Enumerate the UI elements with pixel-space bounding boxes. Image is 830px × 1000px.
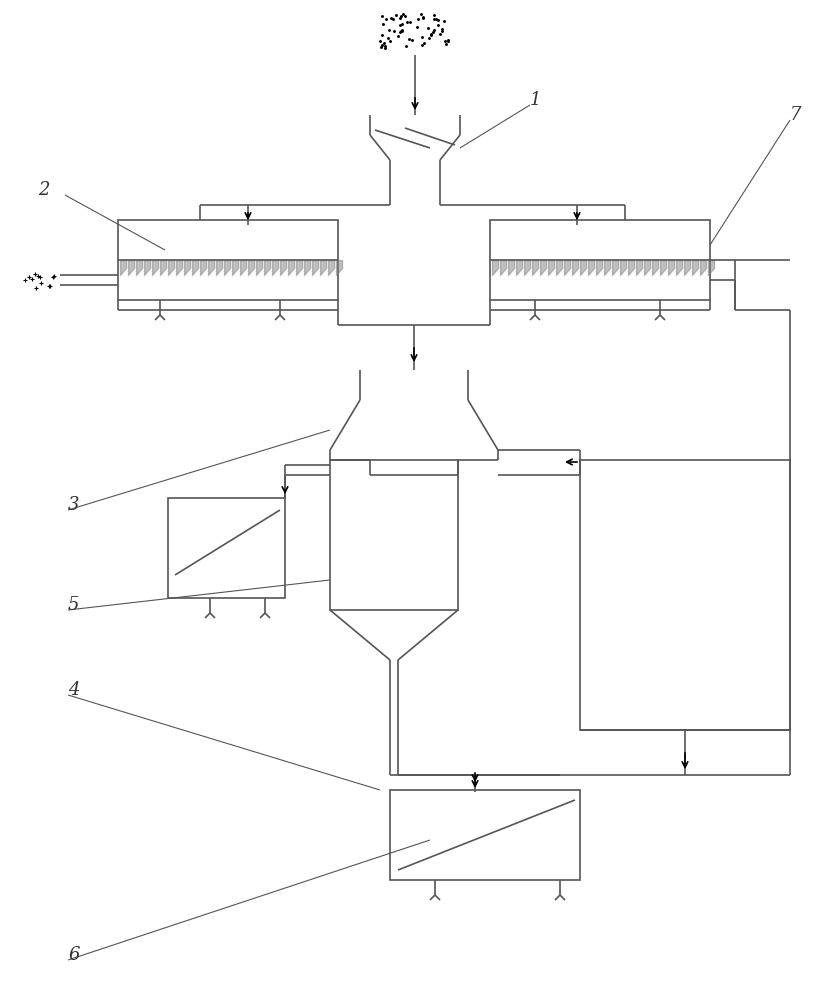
- Bar: [118, 220, 338, 300]
- Text: 6: 6: [68, 946, 80, 964]
- Text: 1: 1: [530, 91, 541, 109]
- Text: 3: 3: [68, 496, 80, 514]
- Bar: [390, 790, 580, 880]
- Text: 7: 7: [790, 106, 802, 124]
- Text: 4: 4: [68, 681, 80, 699]
- Bar: [490, 220, 710, 300]
- Bar: [580, 460, 790, 730]
- Text: 2: 2: [38, 181, 50, 199]
- Text: 5: 5: [68, 596, 80, 614]
- Bar: [168, 498, 285, 598]
- Bar: [330, 460, 458, 610]
